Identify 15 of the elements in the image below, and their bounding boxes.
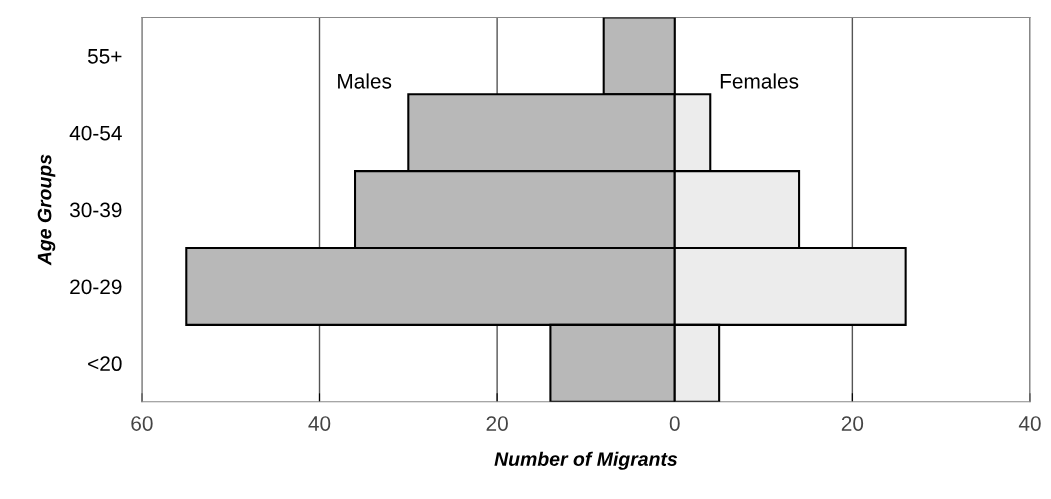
x-tick-label: 0 (669, 416, 680, 431)
series-label: Females (720, 73, 799, 89)
x-tick-label: 60 (131, 416, 153, 431)
y-tick-label: 40-54 (69, 125, 122, 141)
x-tick-label: 40 (308, 416, 331, 431)
x-axis-title: Number of Migrants (494, 451, 678, 470)
series-label: Males (338, 73, 392, 89)
y-tick-label: 30-39 (69, 202, 122, 218)
x-tick-label: 20 (486, 416, 508, 431)
y-axis-title: Age Groups (37, 154, 56, 266)
x-tick-label: 40 (1018, 416, 1041, 431)
y-tick-label: 20-29 (70, 279, 122, 295)
x-tick-label: 20 (841, 416, 864, 431)
y-tick-label: 55+ (87, 49, 122, 64)
y-tick-label: <20 (88, 356, 122, 372)
